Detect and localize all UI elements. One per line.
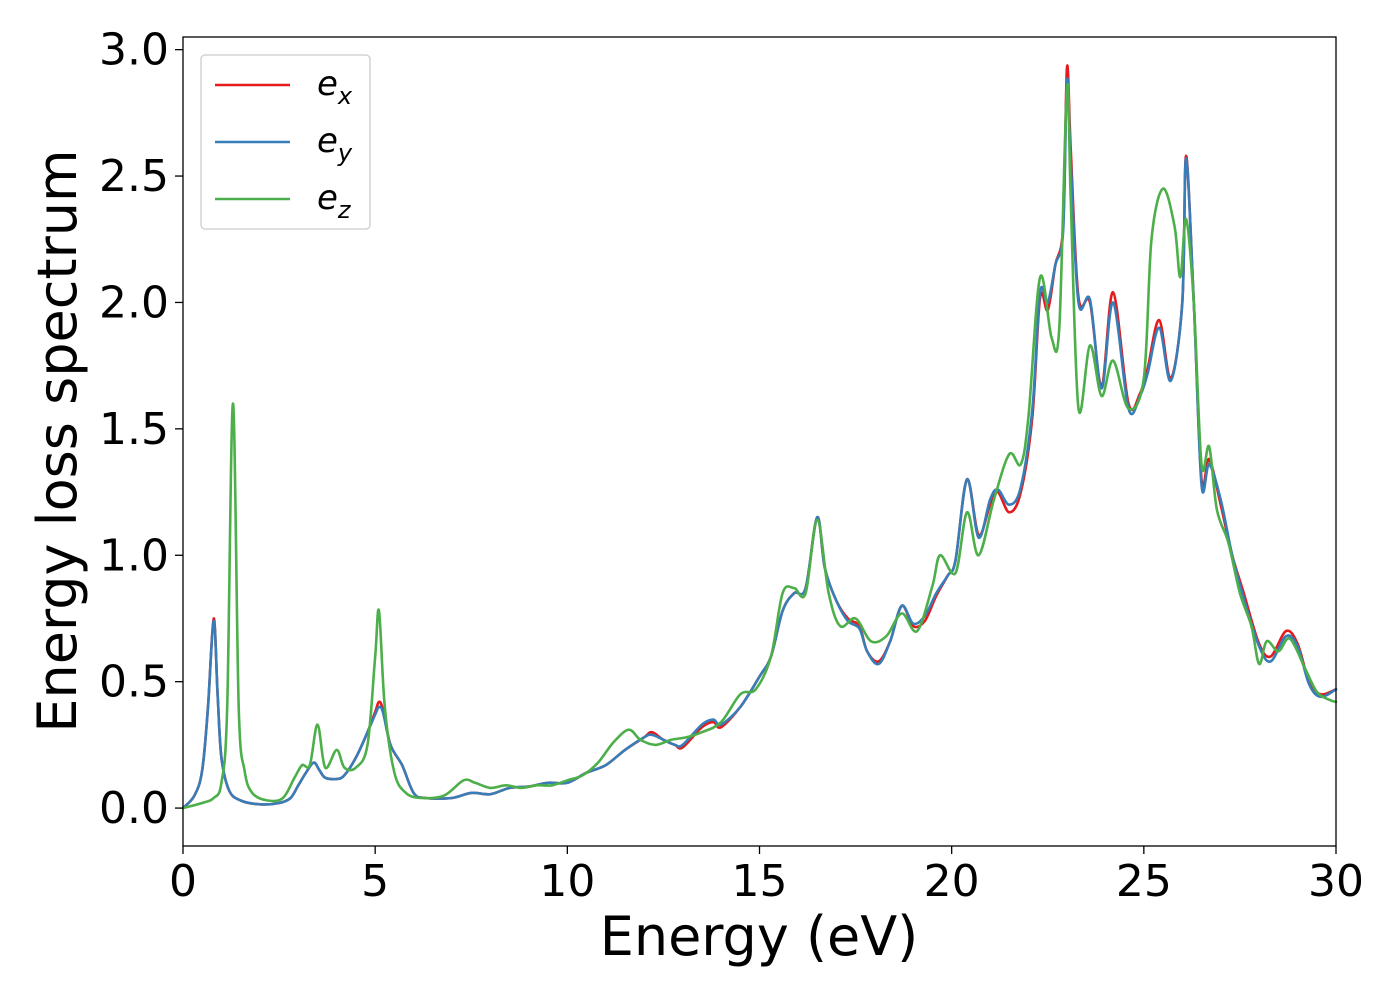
y-tick-label: 2.5 — [99, 151, 169, 202]
y-tick-label: 1.5 — [99, 404, 169, 455]
y-tick-label: 3.0 — [99, 25, 169, 76]
x-tick-label: 20 — [924, 856, 980, 907]
series-layer — [181, 64, 1338, 810]
y-tick-label: 2.0 — [99, 277, 169, 328]
x-tick-label: 0 — [169, 856, 197, 907]
x-tick-label: 15 — [732, 856, 788, 907]
y-axis-title: Energy loss spectrum — [26, 149, 89, 732]
y-axis: 0.0 0.5 1.0 1.5 2.0 2.5 3.0 — [99, 25, 183, 834]
x-tick-label: 5 — [361, 856, 389, 907]
x-tick-label: 30 — [1308, 856, 1364, 907]
y-tick-label: 0.5 — [99, 657, 169, 708]
y-tick-label: 1.0 — [99, 530, 169, 581]
y-tick-label: 0.0 — [99, 783, 169, 834]
series-line-z — [181, 83, 1338, 810]
x-axis: 0 5 10 15 20 25 30 — [169, 846, 1364, 907]
x-axis-title: Energy (eV) — [600, 905, 919, 968]
x-tick-label: 25 — [1116, 856, 1172, 907]
x-tick-label: 10 — [539, 856, 595, 907]
